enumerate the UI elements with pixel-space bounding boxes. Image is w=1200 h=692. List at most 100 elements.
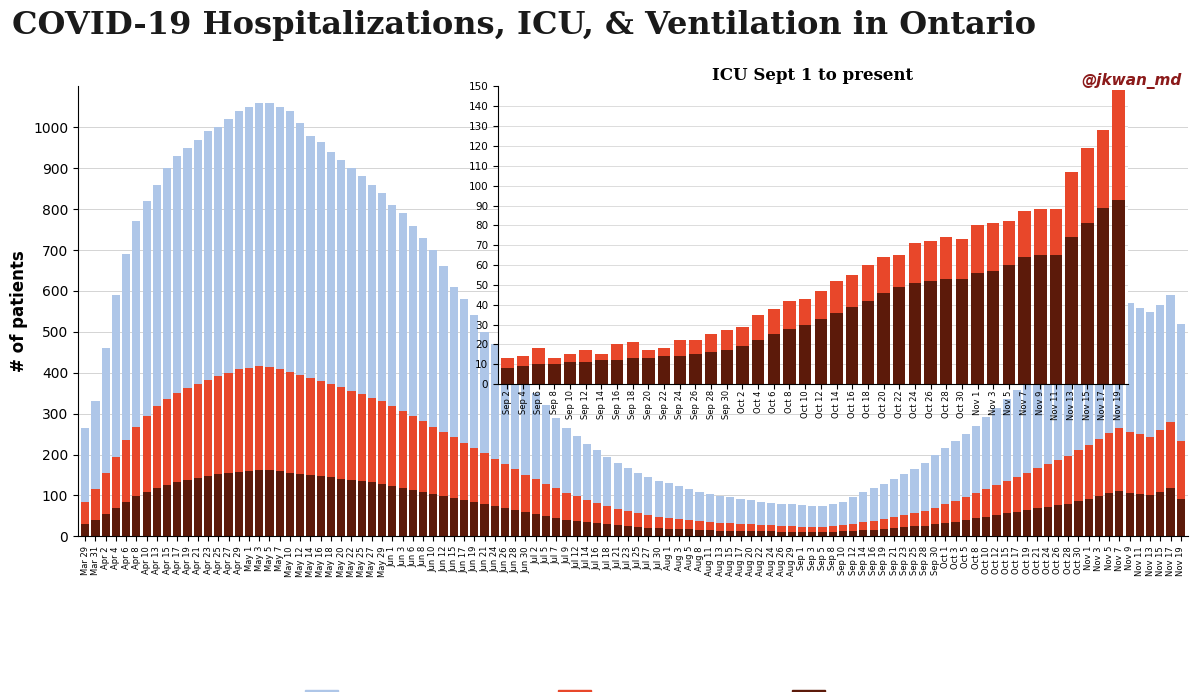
Bar: [1024, 473, 1031, 510]
Bar: [720, 331, 733, 384]
Bar: [152, 406, 161, 488]
Bar: [450, 437, 458, 498]
Title: ICU Sept 1 to present: ICU Sept 1 to present: [713, 66, 913, 84]
Bar: [595, 354, 607, 384]
Bar: [818, 532, 827, 536]
Bar: [870, 521, 877, 530]
Bar: [1085, 499, 1093, 536]
Bar: [460, 500, 468, 536]
Bar: [1074, 501, 1082, 536]
Bar: [102, 513, 109, 536]
Bar: [552, 489, 560, 518]
Bar: [214, 127, 222, 536]
Bar: [982, 417, 990, 536]
Bar: [961, 497, 970, 520]
Bar: [1157, 305, 1164, 536]
Bar: [1003, 481, 1010, 513]
Bar: [1074, 334, 1082, 536]
Bar: [480, 453, 488, 504]
Bar: [818, 527, 827, 532]
Bar: [296, 375, 305, 474]
Bar: [122, 502, 131, 536]
Bar: [1033, 509, 1042, 536]
Bar: [347, 480, 355, 536]
Bar: [1066, 172, 1078, 384]
Bar: [604, 525, 612, 536]
Bar: [787, 504, 796, 536]
Bar: [931, 508, 940, 525]
Bar: [460, 443, 468, 500]
Bar: [378, 484, 386, 536]
Bar: [1126, 493, 1134, 536]
Bar: [689, 354, 702, 384]
Bar: [952, 501, 960, 522]
Bar: [1054, 505, 1062, 536]
Bar: [613, 463, 622, 536]
Bar: [890, 479, 899, 536]
Bar: [552, 418, 560, 536]
Bar: [784, 329, 796, 384]
Bar: [658, 348, 671, 384]
Bar: [859, 530, 868, 536]
Bar: [642, 358, 655, 384]
Bar: [613, 525, 622, 536]
Bar: [920, 463, 929, 536]
Bar: [112, 295, 120, 536]
Bar: [367, 398, 376, 482]
Bar: [815, 291, 827, 384]
Bar: [337, 388, 346, 479]
Bar: [704, 352, 718, 384]
Bar: [757, 531, 766, 536]
Bar: [870, 530, 877, 536]
Bar: [624, 526, 632, 536]
Bar: [961, 520, 970, 536]
Bar: [583, 522, 592, 536]
Bar: [1166, 422, 1175, 488]
Bar: [296, 123, 305, 536]
Bar: [654, 481, 662, 536]
Bar: [317, 381, 325, 476]
Bar: [132, 427, 140, 496]
Bar: [132, 221, 140, 536]
Bar: [245, 368, 253, 471]
Bar: [862, 301, 874, 384]
Bar: [992, 485, 1001, 515]
Bar: [82, 524, 89, 536]
Bar: [720, 350, 733, 384]
Bar: [737, 499, 745, 536]
Bar: [82, 502, 89, 524]
Bar: [491, 459, 499, 506]
Bar: [326, 477, 335, 536]
Bar: [746, 531, 755, 536]
Bar: [726, 523, 734, 531]
Bar: [798, 532, 806, 536]
Bar: [941, 523, 949, 536]
Bar: [1146, 312, 1154, 536]
Bar: [256, 470, 263, 536]
Bar: [265, 367, 274, 471]
Bar: [347, 168, 355, 536]
Bar: [611, 361, 623, 384]
Bar: [214, 474, 222, 536]
Bar: [924, 281, 937, 384]
Bar: [787, 526, 796, 532]
Bar: [409, 490, 416, 536]
Bar: [276, 471, 284, 536]
Text: COVID-19 Hospitalizations, ICU, & Ventilation in Ontario: COVID-19 Hospitalizations, ICU, & Ventil…: [12, 10, 1036, 42]
Bar: [1050, 210, 1062, 384]
Bar: [1034, 210, 1046, 384]
Bar: [815, 318, 827, 384]
Bar: [542, 484, 550, 516]
Bar: [808, 506, 816, 536]
Bar: [276, 107, 284, 536]
Bar: [152, 488, 161, 536]
Bar: [961, 434, 970, 536]
Bar: [767, 525, 775, 531]
Bar: [859, 492, 868, 536]
Bar: [265, 103, 274, 536]
Bar: [799, 299, 811, 384]
Bar: [306, 136, 314, 536]
Bar: [604, 507, 612, 525]
Bar: [716, 496, 724, 536]
Bar: [992, 408, 1001, 536]
